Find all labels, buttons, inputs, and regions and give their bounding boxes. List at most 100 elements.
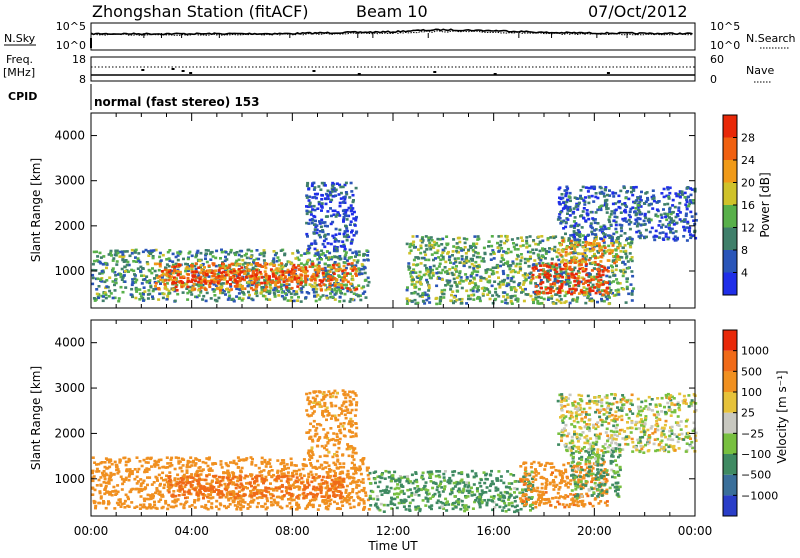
power-cell	[540, 302, 543, 305]
power-cell	[553, 246, 556, 249]
velocity-cell	[105, 467, 108, 470]
velocity-cell	[328, 464, 331, 467]
power-cell	[615, 289, 618, 292]
velocity-cell	[127, 461, 130, 464]
velocity-cell	[326, 476, 329, 479]
power-cell	[490, 245, 493, 248]
velocity-cell	[238, 490, 241, 493]
power-cell	[611, 238, 614, 241]
power-cell	[562, 271, 565, 274]
velocity-cell	[312, 504, 315, 507]
power-cell	[308, 204, 311, 207]
power-cell	[441, 293, 444, 296]
power-cell	[683, 219, 686, 222]
power-cell	[624, 271, 627, 274]
power-cell	[687, 196, 690, 199]
power-cell	[338, 275, 341, 278]
power-cell	[552, 302, 555, 305]
power-cell	[284, 265, 287, 268]
power-cell	[347, 263, 350, 266]
power-cell	[541, 255, 544, 258]
power-cell	[290, 296, 293, 299]
power-cell	[91, 274, 94, 277]
power-cell	[617, 282, 620, 285]
power-cell	[476, 265, 479, 268]
power-cell	[215, 265, 218, 268]
velocity-cell	[287, 467, 290, 470]
power-cell	[584, 196, 587, 199]
velocity-cell	[204, 479, 207, 482]
power-cell	[224, 293, 227, 296]
power-cell	[418, 288, 421, 291]
power-cell	[349, 249, 352, 252]
power-cell	[330, 199, 333, 202]
power-cell	[593, 240, 596, 243]
power-cell	[168, 271, 171, 274]
power-cell	[471, 281, 474, 284]
power-cell	[576, 197, 579, 200]
velocity-cell	[256, 506, 259, 509]
velocity-cell	[117, 491, 120, 494]
power-cell	[354, 250, 357, 253]
velocity-cell	[300, 477, 303, 480]
power-cell	[492, 272, 495, 275]
power-cell	[410, 249, 413, 252]
power-cell	[663, 203, 666, 206]
power-cell	[537, 253, 540, 256]
power-cell	[129, 255, 132, 258]
power-cell	[339, 205, 342, 208]
power-cell	[126, 264, 129, 267]
velocity-heatmap	[91, 389, 698, 513]
power-cell	[454, 268, 457, 271]
velocity-cell	[101, 472, 104, 475]
power-cell	[334, 194, 337, 197]
power-cell	[626, 237, 629, 240]
power-cell	[334, 288, 337, 291]
power-cell	[194, 280, 197, 283]
power-cell	[556, 299, 559, 302]
velocity-cell	[215, 500, 218, 503]
power-cell	[309, 265, 312, 268]
power-cell	[659, 220, 662, 223]
power-cell	[567, 291, 570, 294]
power-cell	[602, 293, 605, 296]
power-cell	[610, 289, 613, 292]
velocity-cell	[188, 505, 191, 508]
power-cell	[622, 288, 625, 291]
power-cell	[599, 226, 602, 229]
velocity-cell	[298, 469, 301, 472]
power-cell	[627, 293, 630, 296]
power-cell	[222, 271, 225, 274]
velocity-cell	[99, 476, 102, 479]
power-cell	[346, 287, 349, 290]
power-cell	[98, 285, 101, 288]
power-cell	[340, 284, 343, 287]
power-cell	[561, 236, 564, 239]
power-cell	[600, 246, 603, 249]
power-cell	[131, 252, 134, 255]
velocity-cell	[281, 459, 284, 462]
power-cell	[451, 272, 454, 275]
power-cell	[162, 254, 165, 257]
power-cell	[450, 294, 453, 297]
velocity-cell	[156, 479, 159, 482]
power-cell	[570, 293, 573, 296]
power-cell	[142, 299, 145, 302]
velocity-cell	[146, 484, 149, 487]
power-cell	[315, 300, 318, 303]
velocity-cell	[108, 466, 111, 469]
power-cell	[461, 255, 464, 258]
power-cell	[608, 236, 611, 239]
power-cell	[323, 246, 326, 249]
power-cell	[303, 264, 306, 267]
velocity-cell	[195, 458, 198, 461]
velocity-cell	[124, 500, 127, 503]
power-cell	[526, 274, 529, 277]
power-cell	[409, 243, 412, 246]
power-cell	[611, 249, 614, 252]
power-cell	[315, 193, 318, 196]
power-cell	[239, 271, 242, 274]
power-cell	[629, 228, 632, 231]
power-cell	[322, 283, 325, 286]
